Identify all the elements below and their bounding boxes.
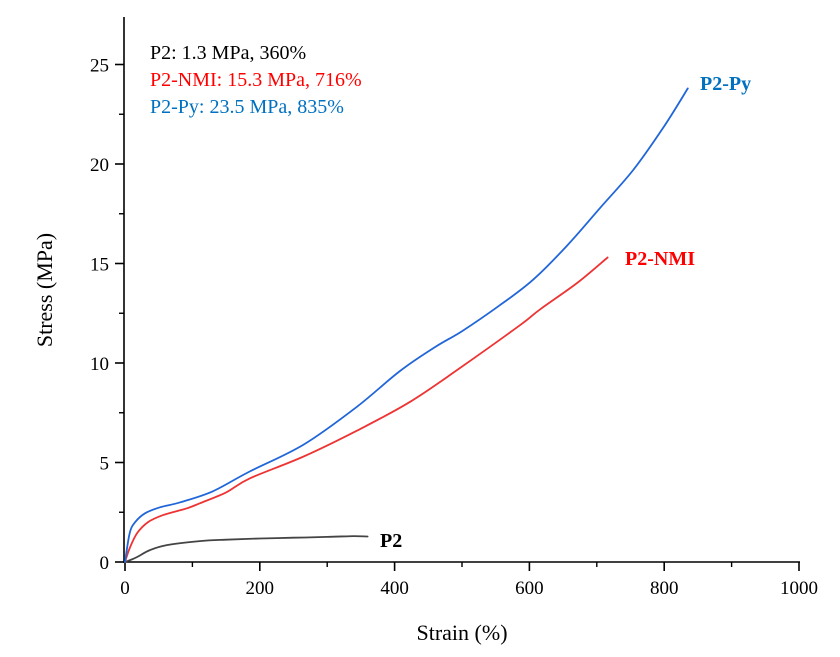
x-tick-label: 200 [246, 578, 275, 599]
annotation-p2-py: P2-Py: 23.5 MPa, 835% [150, 96, 344, 118]
series-line-p2-py [124, 87, 689, 563]
x-axis-title: Strain (%) [416, 620, 507, 645]
annotation-p2: P2: 1.3 MPa, 360% [150, 42, 306, 64]
x-ticks: 0 200 400 600 800 1000 [120, 562, 818, 599]
y-axis-title: Stress (MPa) [32, 233, 57, 347]
x-tick-label: 1000 [780, 578, 818, 599]
y-ticks: 0 5 10 15 20 25 [90, 56, 124, 574]
x-tick-label: 800 [650, 578, 679, 599]
series-label-p2-nmi: P2-NMI [625, 248, 695, 270]
y-tick-label: 0 [100, 553, 110, 574]
y-tick-label: 25 [90, 56, 109, 77]
x-tick-label: 0 [120, 578, 130, 599]
x-tick-label: 400 [380, 578, 409, 599]
y-tick-label: 15 [90, 255, 109, 276]
x-tick-label: 600 [515, 578, 544, 599]
series-label-p2: P2 [380, 530, 402, 552]
legend-annotations: P2: 1.3 MPa, 360% P2-NMI: 15.3 MPa, 716%… [150, 42, 362, 118]
series-line-p2-nmi [124, 256, 609, 563]
annotation-p2-nmi: P2-NMI: 15.3 MPa, 716% [150, 69, 362, 91]
series-line-p2 [124, 535, 369, 563]
series-lines [124, 87, 689, 563]
y-tick-label: 20 [90, 155, 109, 176]
y-tick-label: 10 [90, 354, 109, 375]
series-label-p2-py: P2-Py [700, 73, 751, 95]
y-tick-label: 5 [100, 454, 110, 475]
